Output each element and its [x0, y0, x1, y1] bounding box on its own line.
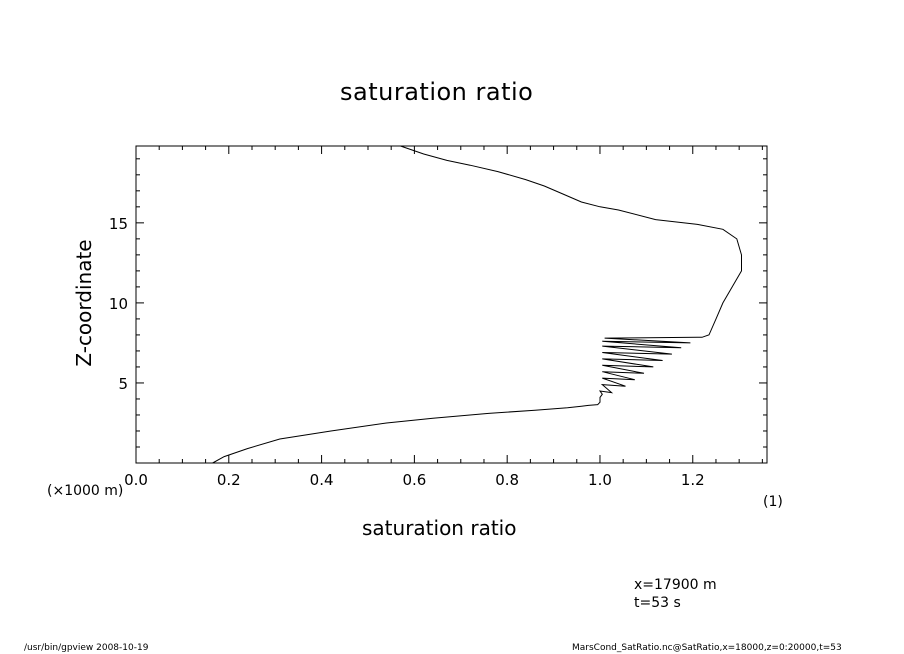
x-tick-label: 1.2 — [681, 471, 705, 489]
position-annotation: x=17900 m — [634, 577, 717, 593]
y-tick-label: 5 — [118, 375, 128, 393]
x-tick-label: 0.0 — [124, 471, 148, 489]
x-tick-label: 0.8 — [495, 471, 519, 489]
series-line — [212, 145, 742, 464]
chart-title: saturation ratio — [340, 78, 534, 106]
footer-right: MarsCond_SatRatio.nc@SatRatio,x=18000,z=… — [572, 643, 842, 653]
x-axis-label: saturation ratio — [362, 516, 517, 540]
y-tick-label: 10 — [109, 295, 128, 313]
y-axis-label: Z-coordinate — [72, 239, 96, 367]
x-unit-label: (1) — [763, 494, 783, 510]
x-tick-label: 0.4 — [310, 471, 334, 489]
x-tick-label: 0.6 — [402, 471, 426, 489]
y-unit-label: (×1000 m) — [47, 483, 124, 499]
footer-left: /usr/bin/gpview 2008-10-19 — [24, 643, 149, 653]
y-tick-label: 15 — [109, 215, 128, 233]
x-tick-label: 1.0 — [588, 471, 612, 489]
x-tick-labels: 0.0 0.2 0.4 0.6 0.8 1.0 1.2 — [124, 471, 705, 489]
axis-ticks — [135, 146, 767, 464]
time-annotation: t=53 s — [634, 595, 681, 611]
y-tick-labels: 5 10 15 — [109, 215, 128, 393]
x-tick-label: 0.2 — [217, 471, 241, 489]
plot-frame — [135, 145, 768, 464]
